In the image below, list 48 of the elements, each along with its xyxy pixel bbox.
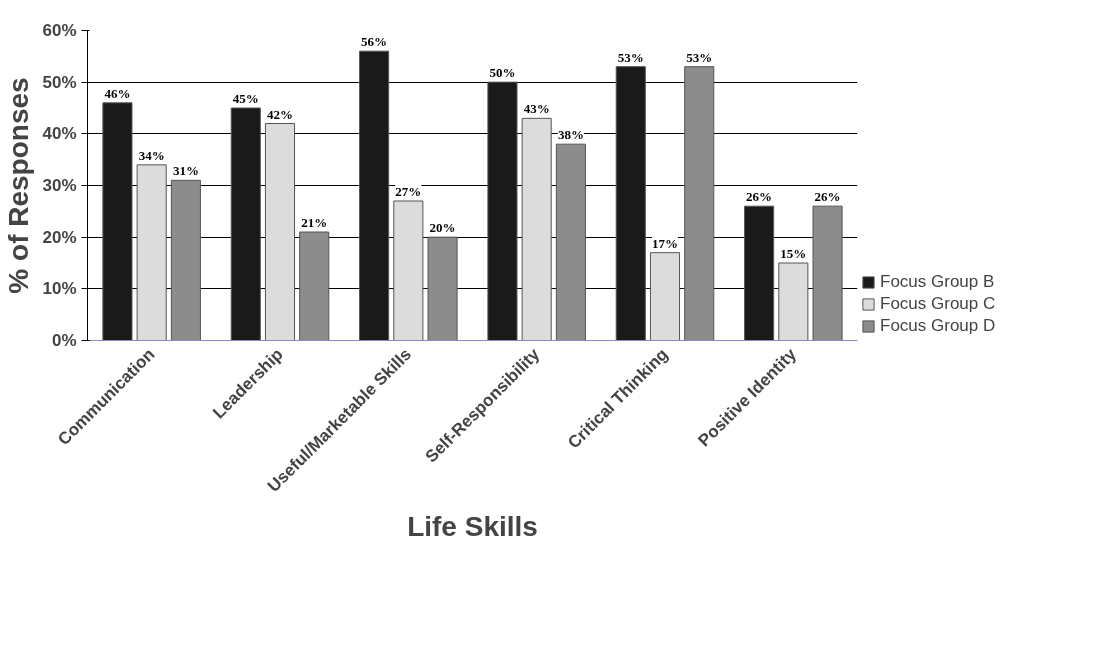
bar [230, 107, 261, 341]
bar [555, 143, 586, 341]
bar [487, 81, 518, 341]
bar [393, 200, 424, 341]
bar [427, 236, 458, 341]
bar [521, 117, 552, 341]
bar [136, 164, 167, 341]
data-label: 42% [267, 106, 293, 122]
data-label: 53% [686, 49, 713, 65]
bar [359, 50, 390, 341]
bar [778, 262, 809, 341]
data-label: 50% [489, 65, 516, 81]
data-label: 26% [814, 189, 841, 205]
bar [812, 205, 843, 341]
y-tick-label: 20% [42, 227, 77, 247]
data-label: 15% [780, 246, 807, 261]
data-label: 20% [429, 220, 456, 236]
y-tick-label: 60% [42, 21, 77, 40]
x-axis-title: Life Skills [407, 510, 538, 542]
bar [684, 66, 715, 341]
bar [102, 102, 133, 341]
bar [615, 66, 646, 341]
data-label: 45% [232, 91, 259, 106]
data-label: 17% [652, 235, 678, 251]
data-label: 27% [395, 184, 422, 199]
y-tick-label: 50% [42, 72, 77, 92]
y-axis-title: % of Responses [3, 77, 35, 294]
data-label: 38% [557, 127, 584, 143]
bar [299, 231, 330, 341]
bar [170, 179, 201, 341]
y-tick-label: 0% [51, 331, 77, 350]
legend-label: Focus Group B [880, 272, 995, 292]
data-label: 26% [746, 189, 773, 205]
data-label: 34% [138, 147, 165, 163]
data-label: 46% [104, 85, 131, 101]
y-tick-label: 10% [42, 279, 77, 299]
data-label: 31% [172, 163, 199, 179]
data-label: 53% [617, 49, 644, 65]
y-tick-label: 30% [42, 176, 77, 195]
legend-label: Focus Group D [880, 316, 996, 336]
data-label: 43% [523, 101, 550, 117]
bar [264, 123, 296, 341]
data-label: 56% [361, 34, 388, 50]
y-tick-label: 40% [42, 124, 77, 144]
bar [649, 252, 681, 341]
legend-label: Focus Group C [880, 294, 996, 314]
bar [744, 205, 775, 341]
data-label: 21% [301, 215, 328, 230]
